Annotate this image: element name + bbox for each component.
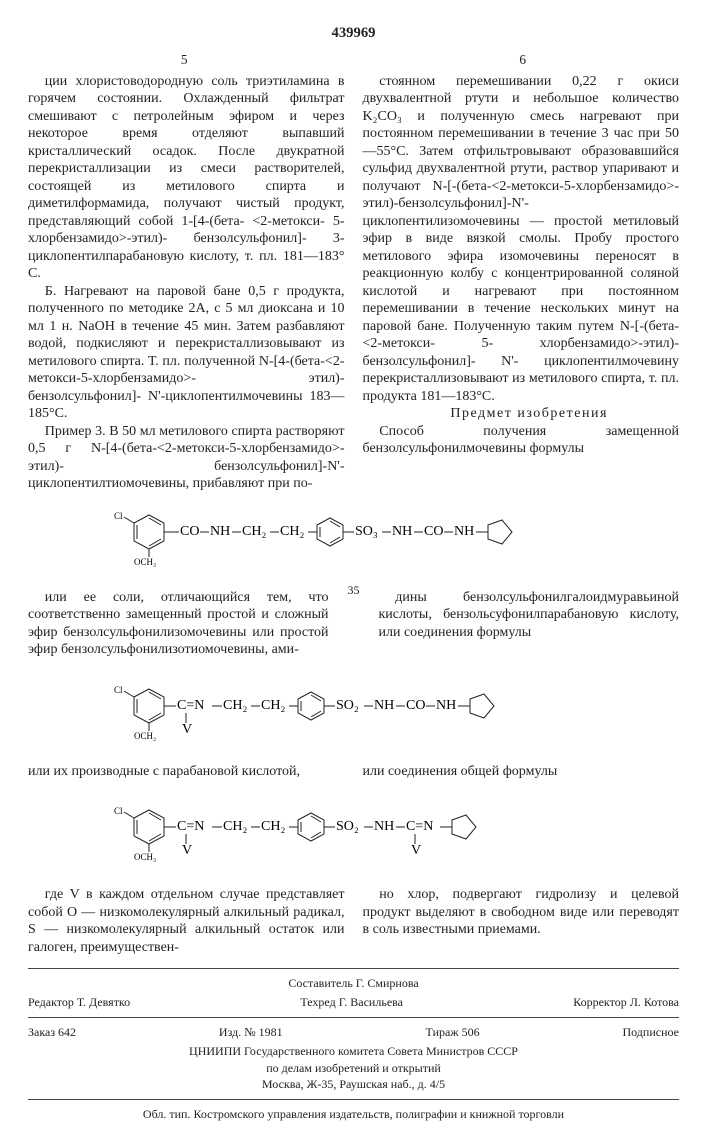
v-label-3: V <box>411 843 421 858</box>
tirazh: Тираж 506 <box>426 1024 480 1041</box>
cn-label-1: C=N <box>177 698 204 713</box>
divider-2 <box>28 1017 679 1018</box>
v-para-left: где V в каждом отдельном случае представ… <box>28 886 345 956</box>
printer: Обл. тип. Костромского управления издате… <box>28 1106 679 1123</box>
ch2-label-3: CH₂ <box>223 698 247 713</box>
co-label: CO <box>180 524 199 539</box>
page-right: 6 <box>367 52 679 69</box>
so2-label-2: SO₂ <box>336 819 359 834</box>
org2: по делам изобретений и открытий <box>28 1060 679 1077</box>
compiler: Составитель Г. Смирнова <box>28 975 679 992</box>
nh-label-3: NH <box>454 524 474 539</box>
addr: Москва, Ж-35, Раушская наб., д. 4/5 <box>28 1076 679 1093</box>
parabanic-row: или их производные с парабановой кислото… <box>28 757 679 787</box>
ch2-label-1: CH₂ <box>242 524 266 539</box>
v-paragraph-row: где V в каждом отдельном случае представ… <box>28 880 679 962</box>
och2-label: OCH₂ <box>134 731 156 741</box>
mid-paragraph-row: или ее соли, отличающийся тем, что соотв… <box>28 583 679 665</box>
och3-label: OCH₃ <box>134 557 156 567</box>
v-label-1: V <box>182 722 192 737</box>
v-para-right: но хлор, подвергают гидролизу и целевой … <box>363 886 680 956</box>
right-para-2: Способ получения замещенной бензолсульфо… <box>363 423 680 458</box>
parabanic-right: или соединения общей формулы <box>363 763 680 781</box>
mid-para-right: дины бензолсульфонилгалоидмуравьиной кис… <box>379 589 680 659</box>
divider-3 <box>28 1099 679 1100</box>
page-left: 5 <box>28 52 340 69</box>
co-label-3: CO <box>406 698 425 713</box>
cl-label: Cl <box>114 511 123 521</box>
chemical-formula-3: Cl OCH₃ C=N V CH₂ CH₂ SO₂ NH C=N V <box>28 796 679 870</box>
left-para-3: Пример 3. В 50 мл метилового спирта раст… <box>28 423 345 493</box>
chemical-formula-2: Cl OCH₂ C=N V CH₂ CH₂ SO₂ NH CO NH <box>28 675 679 747</box>
right-para-1: стоянном перемешивании 0,22 г окиси двух… <box>363 73 680 406</box>
page-numbers: 5 6 <box>28 52 679 69</box>
ch2-label-6: CH₂ <box>261 819 285 834</box>
cl-label-3: Cl <box>114 806 123 816</box>
nh-label-2: NH <box>392 524 412 539</box>
v-label-2: V <box>182 843 192 858</box>
org1: ЦНИИПИ Государственного комитета Совета … <box>28 1043 679 1060</box>
nh-label-1: NH <box>210 524 230 539</box>
subject-title: Предмет изобретения <box>363 405 680 423</box>
co-label-2: CO <box>424 524 443 539</box>
so2-label-1: SO₂ <box>336 698 359 713</box>
line-marker-35: 35 <box>347 583 361 665</box>
order: Заказ 642 <box>28 1024 76 1041</box>
editor: Редактор Т. Девятко <box>28 994 130 1011</box>
parabanic-left: или их производные с парабановой кислото… <box>28 763 345 781</box>
nh-label-6: NH <box>374 819 394 834</box>
chemical-formula-1: Cl OCH₃ CO NH CH₂ CH₂ SO₃ NH CO NH <box>28 503 679 573</box>
techred: Техред Г. Васильева <box>300 994 403 1011</box>
ch2-label-5: CH₂ <box>223 819 247 834</box>
cn-label-3: C=N <box>406 819 433 834</box>
ch2-label-2: CH₂ <box>280 524 304 539</box>
nh-label-4: NH <box>374 698 394 713</box>
patent-number: 439969 <box>28 24 679 42</box>
left-para-2: Б. Нагревают на паровой бане 0,5 г проду… <box>28 283 345 423</box>
body-columns: ции хлористоводородную соль триэтиламина… <box>28 73 679 493</box>
mid-para-left: или ее соли, отличающийся тем, что соотв… <box>28 589 329 659</box>
divider-1 <box>28 968 679 969</box>
so3-label: SO₃ <box>355 524 378 539</box>
ch2-label-4: CH₂ <box>261 698 285 713</box>
nh-label-5: NH <box>436 698 456 713</box>
left-para-1: ции хлористоводородную соль триэтиламина… <box>28 73 345 283</box>
cn-label-2: C=N <box>177 819 204 834</box>
colophon: Составитель Г. Смирнова Редактор Т. Девя… <box>28 975 679 1123</box>
corrector: Корректор Л. Котова <box>573 994 679 1011</box>
izd: Изд. № 1981 <box>219 1024 283 1041</box>
podpisnoe: Подписное <box>622 1024 679 1041</box>
cl-label-2: Cl <box>114 685 123 695</box>
och3-label-2: OCH₃ <box>134 852 156 862</box>
